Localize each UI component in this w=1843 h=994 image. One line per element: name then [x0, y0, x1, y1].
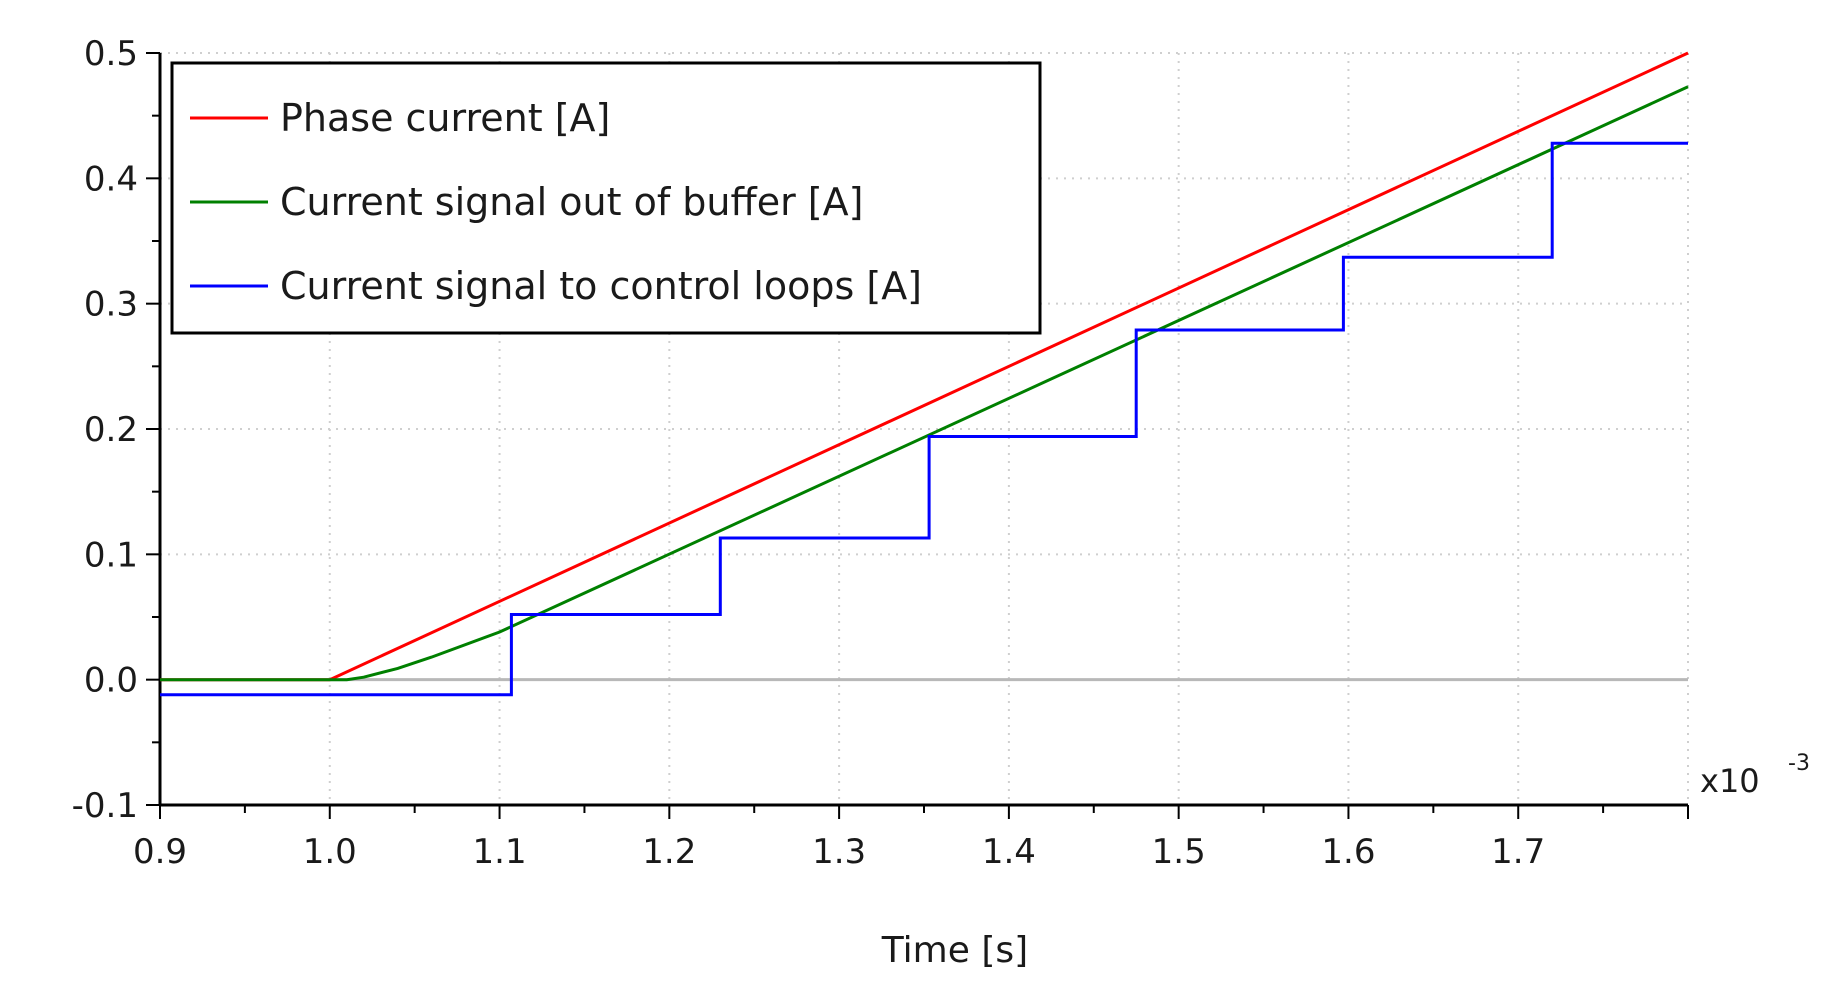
- x-tick-label: 1.4: [982, 832, 1036, 872]
- x-axis-title: Time [s]: [881, 930, 1028, 971]
- y-tick-label: 0.1: [84, 535, 138, 575]
- x-tick-label: 1.5: [1152, 832, 1206, 872]
- x-tick-label: 1.6: [1321, 832, 1375, 872]
- legend: Phase current [A] Current signal out of b…: [170, 61, 1042, 335]
- x-tick-labels: 0.9 1.0 1.1 1.2 1.3 1.4 1.5 1.6 1.7: [133, 832, 1545, 872]
- series-line-3: [160, 141, 1688, 697]
- legend-label: Current signal to control loops [A]: [280, 264, 922, 308]
- x-tick-label: 1.7: [1491, 832, 1545, 872]
- y-tick-label: 0.2: [84, 410, 138, 450]
- x-multiplier-exponent: -3: [1788, 751, 1810, 776]
- legend-box: [170, 61, 1042, 335]
- x-tick-label: 1.2: [642, 832, 696, 872]
- y-tick-label: 0.0: [84, 661, 138, 701]
- y-tick-label: 0.4: [84, 159, 138, 199]
- tick-marks: [146, 52, 1689, 819]
- y-tick-label: 0.3: [84, 285, 138, 325]
- legend-label: Phase current [A]: [280, 96, 610, 140]
- x-tick-label: 1.0: [303, 832, 357, 872]
- y-tick-label: 0.5: [84, 34, 138, 74]
- x-multiplier: x10: [1700, 762, 1760, 800]
- legend-label: Current signal out of buffer [A]: [280, 180, 863, 224]
- x-tick-label: 0.9: [133, 832, 187, 872]
- x-multiplier-base: x10: [1700, 762, 1760, 800]
- series-lines: [160, 51, 1689, 697]
- x-tick-label: 1.1: [473, 832, 527, 872]
- series-line-2: [160, 85, 1689, 682]
- y-tick-labels: 0.5 0.4 0.3 0.2 0.1 0.0 -0.1: [72, 34, 138, 826]
- x-tick-label: 1.3: [812, 832, 866, 872]
- y-tick-label: -0.1: [72, 786, 138, 826]
